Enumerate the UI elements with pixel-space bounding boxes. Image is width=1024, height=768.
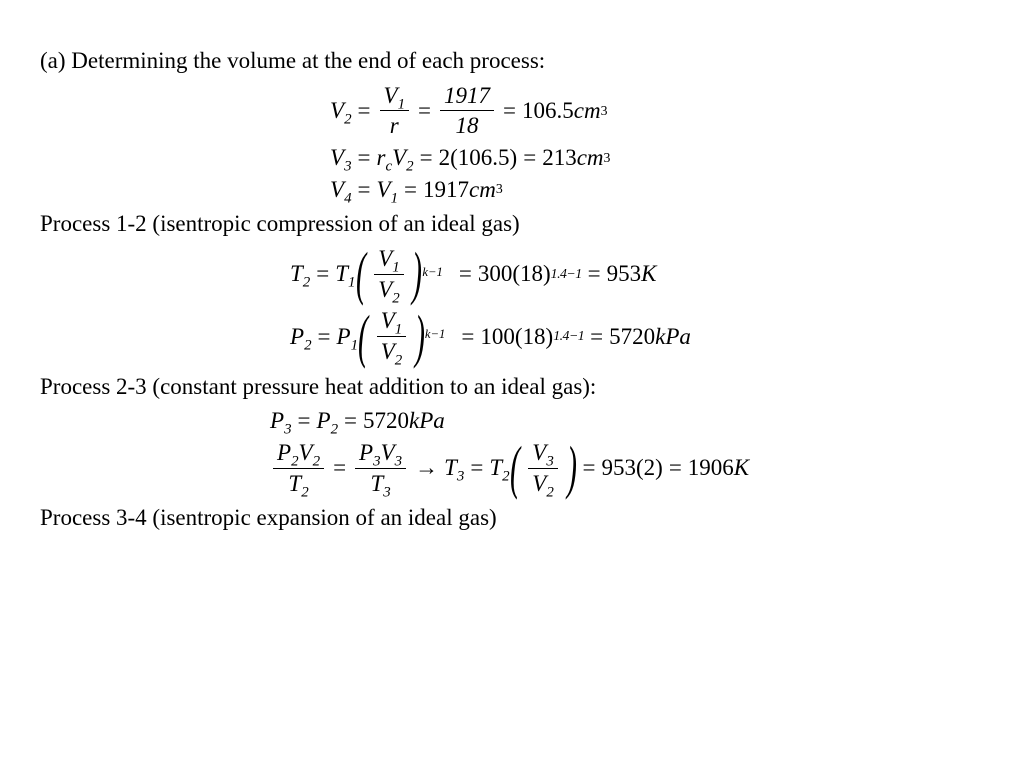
var-p3: P3 (270, 407, 292, 435)
section-a-heading: (a) Determining the volume at the end of… (40, 46, 984, 76)
frac-p2v2-t2: P2V2 T2 (273, 439, 324, 497)
equation-t2: T2 = T1 ( V1 V2 ) k−1 = 300(18)1.4−1 = 9… (290, 245, 984, 303)
arrow-icon: → (415, 454, 438, 482)
ratio-v3-v2: ( V3 V2 ) (510, 439, 577, 497)
var-p2: P2 (290, 323, 312, 351)
equation-p2: P2 = P1 ( V1 V2 ) k−1 = 100(18)1.4−1 = 5… (290, 307, 984, 365)
var-t2: T2 (290, 260, 310, 288)
equation-t3: P2V2 T2 = P3V3 T3 → T3 = T2 ( V3 V2 ) = … (270, 439, 984, 497)
frac-p3v3-t3: P3V3 T3 (355, 439, 406, 497)
process-2-3-heading: Process 2-3 (constant pressure heat addi… (40, 372, 984, 402)
var-v4: V4 (330, 176, 352, 204)
frac-v1-over-r: V1 r (380, 82, 410, 140)
var-v2: V2 (330, 97, 352, 125)
process-1-2-heading: Process 1-2 (isentropic compression of a… (40, 209, 984, 239)
equation-v2: V2 = V1 r = 1917 18 = 106.5cm3 (240, 82, 984, 140)
equation-v3: V3 = rcV2 = 2(106.5) = 213cm3 (240, 144, 984, 172)
ratio-v1-v2-b: ( V1 V2 ) (358, 307, 425, 365)
var-v3: V3 (330, 144, 352, 172)
frac-1917-18: 1917 18 (440, 82, 494, 140)
equation-v4: V4 = V1 = 1917cm3 (240, 176, 984, 204)
equation-p3: P3 = P2 = 5720kPa (270, 407, 984, 435)
ratio-v1-v2: ( V1 V2 ) (356, 245, 423, 303)
process-3-4-heading: Process 3-4 (isentropic expansion of an … (40, 503, 984, 533)
